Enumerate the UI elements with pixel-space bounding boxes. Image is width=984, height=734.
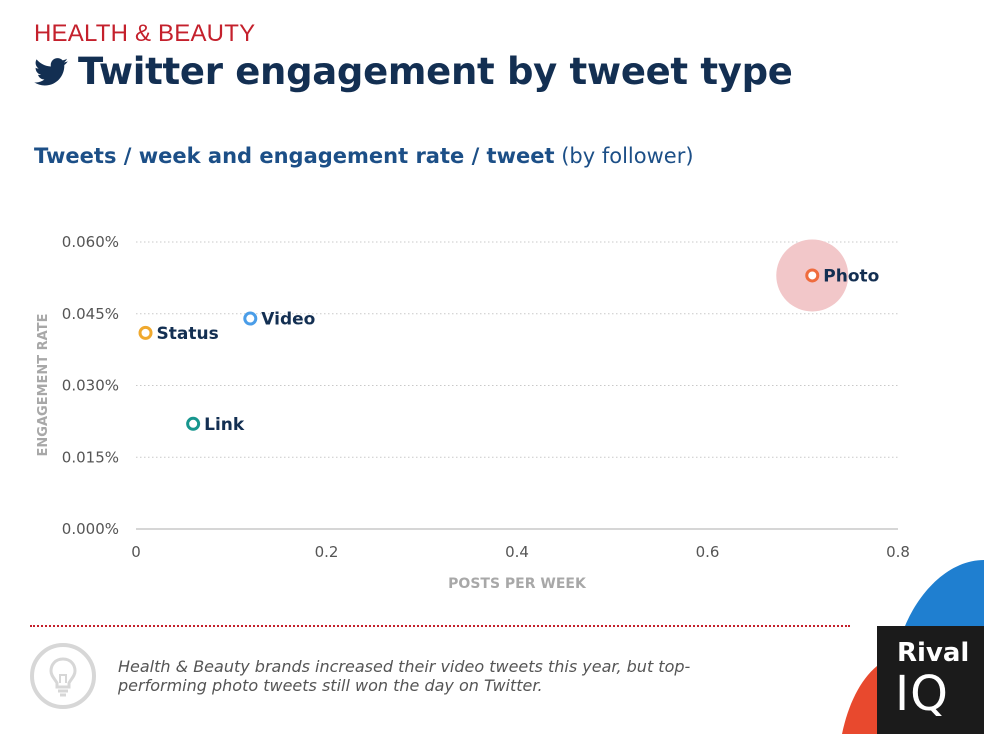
x-tick-label: 0 (131, 543, 141, 561)
y-tick-label: 0.045% (62, 305, 119, 323)
y-tick-label: 0.060% (62, 233, 119, 251)
logo-text-iq: IQ (895, 666, 949, 722)
rival-iq-logo: Rival IQ (877, 626, 984, 734)
orange-swoosh-shape (842, 666, 877, 734)
subtitle-qualifier: (by follower) (561, 144, 694, 168)
data-point-video (243, 311, 258, 326)
y-axis-label: ENGAGEMENT RATE (36, 314, 51, 457)
y-tick-label: 0.015% (62, 448, 119, 466)
page-title: Twitter engagement by tweet type (78, 50, 793, 93)
twitter-bird-icon (34, 57, 68, 85)
data-point-link (186, 416, 201, 431)
x-tick-label: 0.6 (696, 543, 720, 561)
point-label-photo: Photo (823, 266, 879, 286)
data-point-status (138, 325, 153, 340)
x-tick-label: 0.4 (505, 543, 529, 561)
lightbulb-icon (30, 643, 96, 709)
title-row: Twitter engagement by tweet type (34, 50, 793, 93)
chart-subtitle: Tweets / week and engagement rate / twee… (34, 144, 694, 168)
point-label-status: Status (157, 324, 219, 344)
y-tick-label: 0.000% (62, 520, 119, 538)
point-label-link: Link (204, 415, 245, 435)
footer-divider (30, 625, 850, 627)
logo-text-rival: Rival (897, 638, 970, 668)
blue-swoosh-shape (905, 560, 984, 626)
point-label-video: Video (261, 310, 315, 330)
axis-layer: 0.000% 0.015% 0.030% 0.045% 0.060% 0 0.2 0.4 0.6… (62, 233, 910, 561)
scatter-chart: 0.000% 0.015% 0.030% 0.045% 0.060% 0 0.2 0.4 0.6… (36, 233, 910, 592)
category-label: HEALTH & BEAUTY (34, 20, 256, 47)
grid-layer (136, 241, 898, 458)
x-axis-label: POSTS PER WEEK (448, 576, 587, 592)
subtitle-main: Tweets / week and engagement rate / twee… (34, 144, 555, 168)
x-tick-label: 0.8 (886, 543, 910, 561)
y-tick-label: 0.030% (62, 377, 119, 395)
point-layer: Status Video Link Photo (138, 239, 879, 435)
footer-note: Health & Beauty brands increased their v… (118, 657, 691, 695)
x-tick-label: 0.2 (315, 543, 339, 561)
data-point-photo (805, 268, 820, 283)
